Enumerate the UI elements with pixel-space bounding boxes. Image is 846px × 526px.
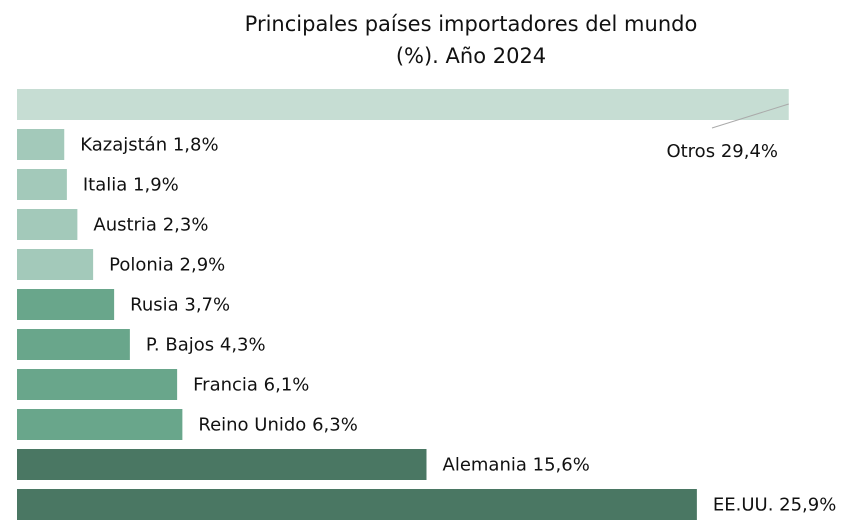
data-label: Francia 6,1% bbox=[193, 375, 309, 396]
chart-title: Principales países importadores del mund… bbox=[245, 12, 698, 36]
bar bbox=[17, 89, 789, 120]
bar bbox=[17, 169, 67, 200]
data-label: EE.UU. 25,9% bbox=[713, 495, 836, 516]
value-label: 1,8% bbox=[173, 135, 219, 156]
data-label: Otros 29,4% bbox=[666, 141, 778, 162]
chart-title: (%). Año 2024 bbox=[396, 44, 546, 68]
category-label: Italia bbox=[83, 175, 127, 196]
category-label: Francia bbox=[193, 375, 258, 396]
value-label: 6,3% bbox=[312, 415, 358, 436]
value-label: 29,4% bbox=[721, 141, 778, 162]
category-label: P. Bajos bbox=[146, 335, 214, 356]
value-label: 1,9% bbox=[133, 175, 179, 196]
value-label: 3,7% bbox=[184, 295, 230, 316]
value-label: 4,3% bbox=[220, 335, 266, 356]
data-label: Italia 1,9% bbox=[83, 175, 179, 196]
value-label: 25,9% bbox=[779, 495, 836, 516]
bar bbox=[17, 249, 94, 280]
bar bbox=[17, 209, 78, 240]
bar bbox=[17, 129, 65, 160]
bar bbox=[17, 289, 115, 320]
data-label: Rusia 3,7% bbox=[130, 295, 230, 316]
value-label: 15,6% bbox=[533, 455, 590, 476]
data-label: P. Bajos 4,3% bbox=[146, 335, 266, 356]
data-label: Alemania 15,6% bbox=[443, 455, 590, 476]
category-label: Polonia bbox=[109, 255, 174, 276]
data-label: Kazajstán 1,8% bbox=[80, 135, 218, 156]
data-label: Reino Unido 6,3% bbox=[198, 415, 357, 436]
category-label: Kazajstán bbox=[80, 135, 167, 156]
category-label: Otros bbox=[666, 141, 715, 162]
category-label: Rusia bbox=[130, 295, 179, 316]
category-label: Alemania bbox=[443, 455, 527, 476]
value-label: 6,1% bbox=[264, 375, 310, 396]
bar bbox=[17, 489, 697, 520]
bar bbox=[17, 369, 178, 400]
bar bbox=[17, 409, 183, 440]
bar bbox=[17, 449, 427, 480]
data-label: Austria 2,3% bbox=[93, 215, 208, 236]
value-label: 2,3% bbox=[163, 215, 209, 236]
data-label: Polonia 2,9% bbox=[109, 255, 225, 276]
value-label: 2,9% bbox=[180, 255, 226, 276]
category-label: Reino Unido bbox=[198, 415, 306, 436]
category-label: Austria bbox=[93, 215, 157, 236]
category-label: EE.UU. bbox=[713, 495, 774, 516]
bar bbox=[17, 329, 130, 360]
leader-line bbox=[711, 103, 789, 129]
